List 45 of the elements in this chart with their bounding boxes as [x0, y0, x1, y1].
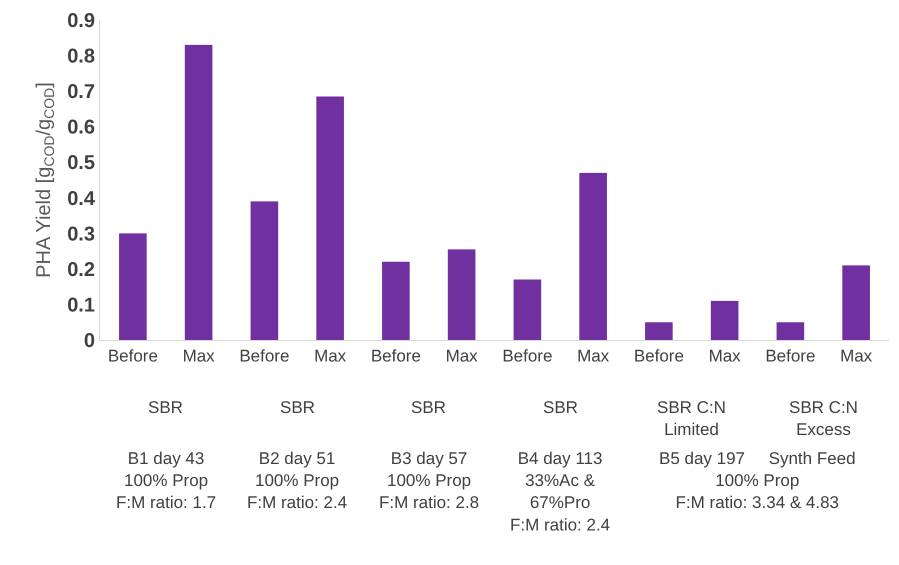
bar: [184, 44, 212, 340]
x-tick-label: Before: [108, 346, 158, 366]
bar: [776, 322, 804, 340]
bar: [448, 249, 476, 340]
text: B2 day 51 100% Prop F:M ratio: 2.4: [247, 449, 348, 512]
bar: [842, 265, 870, 340]
y-tick-label: 0.2: [67, 258, 95, 281]
bar: [316, 96, 344, 340]
x-tick-label: Max: [314, 346, 347, 366]
bar: [250, 201, 278, 340]
bar: [119, 233, 147, 340]
x-tick-label: Before: [634, 346, 684, 366]
y-tick-label: 0.9: [67, 10, 95, 32]
bar: [710, 300, 738, 340]
text: B4 day 113 33%Ac & 67%Pro F:M ratio: 2.4: [510, 449, 610, 534]
text: B1 day 43 100% Prop F:M ratio: 1.7: [116, 449, 216, 512]
y-tick-label: 0.3: [67, 223, 95, 246]
x-tick-label: Max: [840, 346, 873, 366]
y-tick-label: 0: [84, 330, 95, 352]
x-tick-label: Max: [182, 346, 216, 366]
x-tick-label: Before: [502, 346, 552, 366]
text: B5 day 197 Synth Feed 100% Prop F:M ratio: 3.34 & 4.83: [659, 449, 856, 512]
bar: [382, 262, 410, 340]
bar: [645, 322, 673, 340]
text: SBR C:N Limited: [657, 398, 726, 440]
x-tick-label: Max: [577, 346, 610, 366]
text: SBR: [411, 398, 446, 417]
text: SBR: [280, 398, 315, 417]
y-tick-label: 0.7: [67, 81, 95, 104]
x-tick-label: Before: [765, 346, 816, 366]
text: B3 day 57 100% Prop F:M ratio: 2.8: [379, 449, 480, 512]
bar: [514, 280, 542, 340]
x-tick-label: Max: [446, 346, 478, 366]
x-tick-label: Before: [370, 346, 421, 366]
text: SBR: [543, 398, 578, 417]
y-tick-label: 0.1: [67, 294, 95, 316]
y-tick-label: 0.4: [67, 188, 96, 210]
bar: [579, 172, 607, 340]
x-tick-label: Before: [239, 346, 290, 366]
y-tick-label: 0.6: [67, 116, 95, 139]
text: SBR: [148, 398, 183, 417]
text: SBR C:N Excess: [789, 398, 858, 440]
y-tick-label: 0.8: [67, 46, 95, 68]
x-tick-label: Max: [708, 346, 742, 366]
y-tick-label: 0.5: [67, 152, 95, 174]
